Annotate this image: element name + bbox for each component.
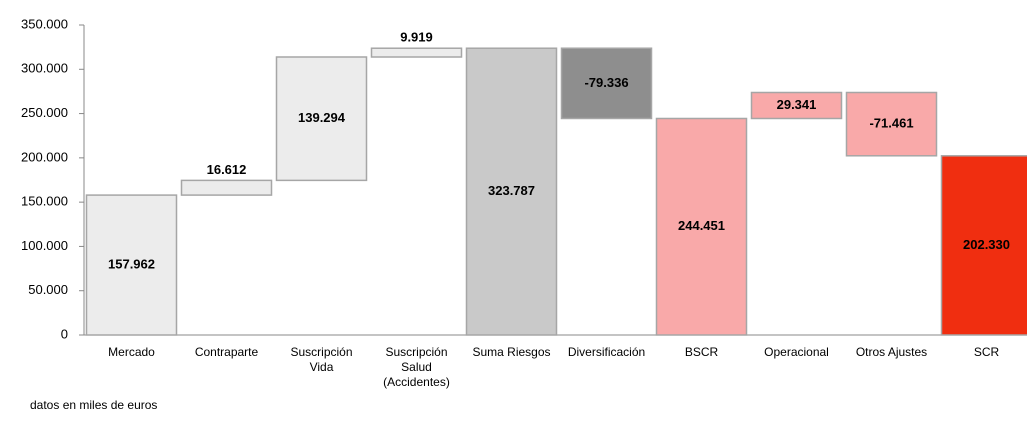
y-tick-label: 350.000 [21, 16, 68, 31]
y-tick-label: 100.000 [21, 238, 68, 253]
bar [85, 194, 178, 336]
value-label: 157.962 [108, 256, 155, 271]
x-tick-label: Diversificación [567, 345, 646, 359]
bar [275, 56, 368, 182]
x-tick-label: Mercado [108, 345, 155, 359]
value-label: 9.919 [400, 30, 433, 45]
bar [845, 91, 938, 157]
x-tick-label: Suscripción Vida [290, 345, 353, 374]
bar [940, 155, 1027, 336]
y-tick-label: 250.000 [21, 105, 68, 120]
value-label: 16.612 [207, 162, 247, 177]
value-label: -79.336 [584, 75, 628, 90]
y-tick-label: 150.000 [21, 194, 68, 209]
x-tick-label: Operacional [764, 345, 829, 359]
x-tick-label: Suma Riesgos [472, 345, 551, 359]
footnote: datos en miles de euros [30, 398, 158, 412]
bar [370, 47, 463, 58]
value-label: 202.330 [963, 237, 1010, 252]
x-tick-label: Suscripción Salud (Accidentes) [383, 345, 450, 389]
x-tick-label: Otros Ajustes [855, 345, 928, 359]
bar [655, 117, 748, 336]
value-label: 29.341 [777, 97, 817, 112]
value-label: 323.787 [488, 183, 535, 198]
bar [465, 47, 558, 336]
y-tick-label: 50.000 [28, 282, 68, 297]
x-tick-label: SCR [973, 345, 1000, 359]
y-tick-label: 300.000 [21, 61, 68, 76]
value-label: 244.451 [678, 218, 725, 233]
bar [180, 179, 273, 196]
value-label: -71.461 [869, 116, 913, 131]
x-tick-label: BSCR [684, 345, 719, 359]
x-tick-label: Contraparte [194, 345, 259, 359]
y-tick-label: 0 [61, 326, 68, 341]
bar [750, 91, 843, 120]
bar [560, 47, 653, 120]
value-label: 139.294 [298, 110, 346, 125]
y-tick-label: 200.000 [21, 149, 68, 164]
